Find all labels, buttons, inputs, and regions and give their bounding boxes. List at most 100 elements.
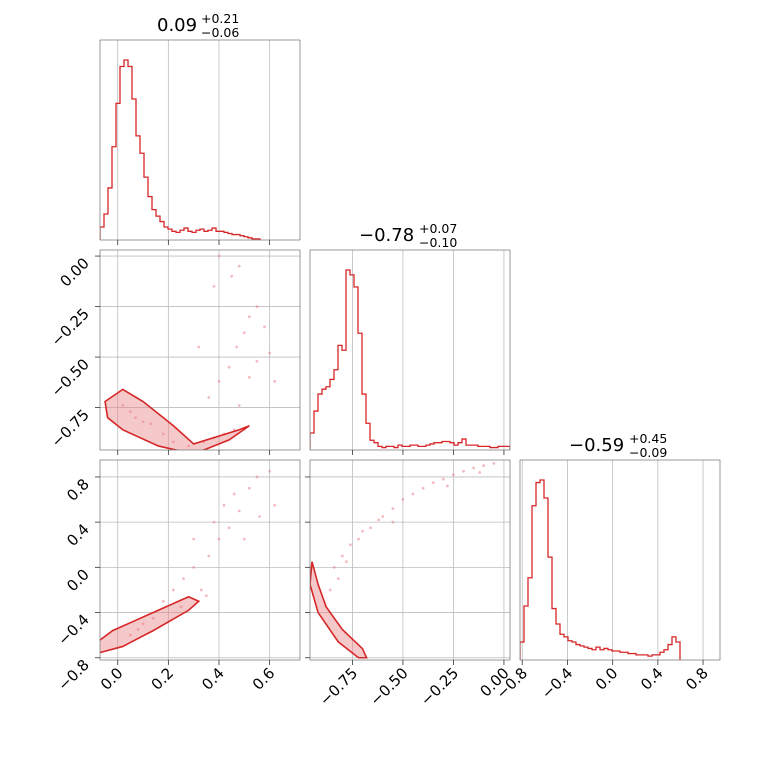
scatter-point bbox=[237, 509, 241, 513]
scatter-point bbox=[235, 345, 239, 349]
scatter-point bbox=[255, 475, 259, 479]
histogram-step bbox=[100, 59, 261, 240]
title-p0-plus: +0.21 bbox=[201, 11, 239, 26]
scatter-point bbox=[336, 577, 340, 581]
scatter-point bbox=[182, 577, 185, 581]
scatter-point bbox=[128, 410, 132, 414]
x-tick-labels: 0.0 0.2 0.4 0.6 −0.75 −0.50 −0.25 0.00−0.8 −0.4 0… bbox=[97, 664, 712, 709]
scatter-point bbox=[411, 492, 415, 496]
x-tick-label: 0.8 bbox=[682, 664, 712, 694]
scatter-point bbox=[258, 515, 261, 518]
scatter-point bbox=[172, 588, 175, 592]
panel-hist-p0 bbox=[99, 39, 301, 245]
scatter-point bbox=[237, 404, 241, 407]
title-p0-median: 0.09 bbox=[157, 15, 197, 36]
y-tick-labels: −0.75 −0.50 −0.25 0.00 −0.8 −0.4 0.0 0.4 0.8 bbox=[48, 254, 93, 694]
scatter-point bbox=[212, 284, 216, 288]
x-tick-label: 0.6 bbox=[249, 664, 279, 694]
histogram-step bbox=[310, 269, 510, 450]
scatter-point bbox=[230, 274, 234, 278]
scatter-point bbox=[232, 492, 236, 496]
scatter-point bbox=[492, 461, 496, 465]
x-tick-label: −0.4 bbox=[538, 664, 576, 702]
scatter-point bbox=[377, 518, 381, 522]
scatter-point bbox=[217, 537, 221, 541]
scatter-point bbox=[268, 469, 272, 473]
axes-frame bbox=[99, 249, 301, 451]
scatter-point bbox=[332, 565, 336, 569]
y-tick-label: −0.25 bbox=[48, 305, 93, 350]
scatter-point bbox=[268, 351, 272, 355]
scatter-point bbox=[340, 554, 344, 558]
scatter-point bbox=[217, 379, 221, 383]
panel-hist-p1 bbox=[309, 249, 511, 455]
scatter-point bbox=[207, 554, 211, 558]
y-tick-label: 0.4 bbox=[63, 520, 93, 550]
axes-frame bbox=[99, 459, 301, 661]
panel-scatter-p0-p1 bbox=[95, 249, 301, 455]
scatter-point bbox=[445, 484, 449, 488]
y-tick-label: 0.00 bbox=[56, 254, 92, 290]
scatter-point bbox=[401, 498, 405, 501]
title-p2-plus: +0.45 bbox=[629, 431, 667, 446]
y-tick-label: −0.75 bbox=[48, 406, 93, 451]
scatter-point bbox=[179, 605, 183, 609]
scatter-point bbox=[349, 543, 352, 547]
y-tick-label: −0.4 bbox=[54, 611, 92, 649]
title-p2-minus: −0.09 bbox=[629, 445, 667, 460]
density-contour bbox=[100, 595, 201, 654]
scatter-point bbox=[344, 560, 348, 564]
scatter-point bbox=[151, 616, 155, 620]
scatter-point bbox=[391, 520, 395, 524]
axes-frame bbox=[309, 459, 511, 661]
scatter-point bbox=[263, 325, 266, 329]
scatter-point bbox=[161, 432, 165, 436]
scatter-point bbox=[192, 537, 196, 541]
scatter-point bbox=[227, 365, 231, 369]
scatter-point bbox=[273, 503, 277, 507]
scatter-point bbox=[452, 473, 455, 477]
scatter-point bbox=[141, 622, 145, 626]
panel-hist-p2 bbox=[519, 459, 721, 665]
y-tick-label: −0.8 bbox=[54, 656, 92, 694]
axes-frame bbox=[99, 39, 301, 241]
title-p1-minus: −0.10 bbox=[419, 235, 457, 250]
scatter-point bbox=[381, 515, 385, 518]
scatter-point bbox=[212, 520, 216, 524]
x-tick-label: −0.25 bbox=[417, 664, 462, 709]
scatter-point bbox=[472, 466, 476, 470]
scatter-point bbox=[222, 503, 226, 507]
x-tick-label: 0.4 bbox=[198, 664, 228, 694]
density-contour bbox=[310, 561, 368, 659]
scatter-point bbox=[255, 359, 259, 363]
panel-titles: 0.09 +0.21 −0.06 −0.78 +0.07 −0.10 −0.59… bbox=[157, 11, 667, 460]
scatter-point bbox=[462, 469, 465, 473]
scatter-point bbox=[242, 537, 246, 541]
scatter-point bbox=[136, 628, 140, 631]
scatter-point bbox=[217, 254, 221, 258]
x-tick-label: 0.0 bbox=[592, 664, 622, 694]
scatter-point bbox=[431, 481, 435, 484]
y-tick-label: 0.0 bbox=[63, 565, 93, 595]
scatter-point bbox=[247, 315, 251, 319]
scatter-point bbox=[242, 331, 246, 335]
scatter-point bbox=[134, 416, 137, 420]
scatter-point bbox=[482, 464, 486, 468]
scatter-point bbox=[128, 633, 132, 637]
scatter-point bbox=[121, 404, 125, 407]
scatter-point bbox=[192, 565, 196, 569]
scatter-point bbox=[391, 507, 395, 510]
scatter-point bbox=[441, 477, 445, 481]
scatter-point bbox=[247, 375, 251, 379]
y-tick-label: −0.50 bbox=[48, 355, 93, 400]
scatter-point bbox=[197, 345, 201, 349]
scatter-point bbox=[204, 594, 208, 597]
x-tick-label: −0.75 bbox=[316, 664, 361, 709]
panel-scatter-p0-p2 bbox=[95, 459, 301, 665]
panel-scatter-p1-p2 bbox=[305, 459, 511, 665]
title-p0-minus: −0.06 bbox=[201, 25, 239, 40]
density-contour bbox=[104, 388, 250, 450]
scatter-point bbox=[161, 599, 165, 603]
title-p2-median: −0.59 bbox=[569, 435, 624, 456]
